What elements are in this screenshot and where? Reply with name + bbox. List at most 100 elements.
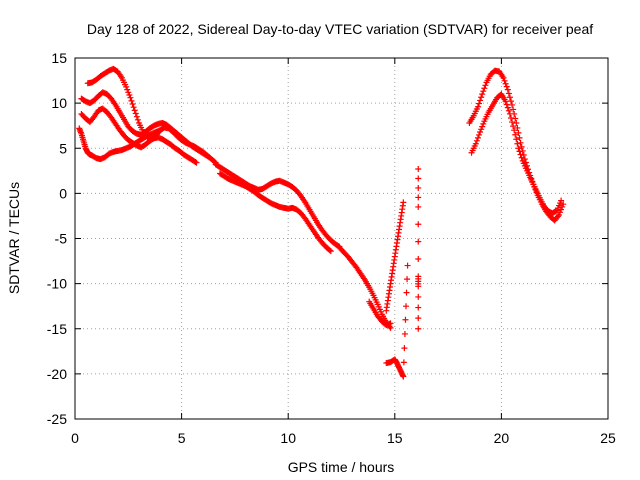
data-point	[522, 165, 529, 172]
data-point	[360, 275, 367, 282]
data-point	[80, 96, 87, 103]
data-point	[170, 127, 177, 134]
x-tick-label: 0	[71, 430, 79, 446]
data-point	[126, 92, 133, 99]
data-point	[161, 137, 168, 144]
data-point	[399, 372, 406, 379]
data-point	[79, 136, 86, 143]
data-point	[295, 208, 302, 215]
data-point	[91, 153, 98, 160]
data-point	[199, 150, 206, 157]
data-point	[325, 235, 332, 242]
data-point	[191, 158, 198, 165]
data-point	[170, 143, 177, 150]
data-point	[504, 86, 511, 93]
data-point	[321, 230, 328, 237]
data-point	[474, 134, 481, 141]
data-point	[389, 270, 396, 277]
data-point	[369, 290, 376, 297]
data-point	[505, 90, 512, 97]
data-point	[124, 86, 131, 93]
data-point	[123, 134, 130, 141]
data-point	[502, 80, 509, 87]
series-track-f-midday-lower	[216, 170, 334, 255]
data-point	[103, 152, 110, 159]
x-tick-label: 20	[494, 430, 510, 446]
data-point	[506, 110, 513, 117]
data-point	[560, 201, 567, 208]
data-point	[476, 131, 483, 138]
data-point	[227, 170, 234, 177]
data-point	[480, 88, 487, 95]
data-point	[325, 246, 332, 253]
data-point	[506, 94, 513, 101]
y-tick-label: 0	[59, 185, 67, 201]
data-point	[518, 154, 525, 161]
x-tick-label: 10	[280, 430, 296, 446]
data-point	[397, 216, 404, 223]
data-point	[138, 136, 145, 143]
data-point	[480, 120, 487, 127]
data-point	[182, 138, 189, 145]
data-point	[178, 149, 185, 156]
data-points	[76, 65, 567, 380]
y-tick-label: 10	[51, 95, 67, 111]
data-point	[404, 276, 411, 283]
data-point	[384, 297, 391, 304]
data-point	[103, 68, 110, 75]
data-point	[305, 220, 312, 227]
data-point	[551, 208, 558, 215]
series-track-b-middle-arc	[78, 89, 213, 161]
data-point	[471, 142, 478, 149]
data-point	[223, 168, 230, 175]
data-point	[131, 129, 138, 136]
data-point	[504, 104, 511, 111]
data-point	[129, 101, 136, 108]
data-point	[309, 226, 316, 233]
data-point	[503, 101, 510, 108]
data-point	[477, 97, 484, 104]
axis-ticks: 0 5 10 15 20 25 -25 -20 -15 -10 -5 0 5 10 15	[47, 50, 616, 446]
data-point	[415, 304, 422, 311]
data-point	[131, 107, 138, 114]
x-tick-label: 5	[178, 430, 186, 446]
data-point	[117, 73, 124, 80]
data-point	[132, 110, 139, 117]
series-track-l-evening-lower	[468, 91, 565, 217]
data-point	[415, 166, 422, 173]
series-track-k-evening-rise	[466, 67, 567, 224]
data-point	[77, 129, 84, 136]
data-point	[144, 127, 151, 134]
data-point	[129, 142, 136, 149]
y-tick-label: -10	[47, 276, 67, 292]
data-point	[165, 123, 172, 130]
data-point	[516, 148, 523, 155]
data-point	[512, 131, 519, 138]
data-point	[515, 129, 522, 136]
series-track-c-lower-arc	[78, 105, 200, 166]
data-point	[182, 152, 189, 159]
data-point	[351, 261, 358, 268]
data-point	[82, 143, 89, 150]
data-point	[478, 126, 485, 133]
data-point	[106, 111, 113, 118]
data-point	[97, 91, 104, 98]
data-point	[415, 325, 422, 332]
data-point	[165, 140, 172, 147]
data-point	[391, 256, 398, 263]
data-point	[499, 73, 506, 80]
data-point	[214, 162, 221, 169]
series-track-i-steep-recovery	[383, 199, 407, 314]
data-point	[301, 197, 308, 204]
data-point	[118, 129, 125, 136]
data-point	[300, 212, 307, 219]
data-point	[178, 134, 185, 141]
data-point	[376, 315, 383, 322]
data-point	[557, 200, 564, 207]
data-point	[248, 187, 255, 194]
data-point	[244, 184, 251, 191]
data-point	[128, 97, 135, 104]
data-point	[531, 183, 538, 190]
data-point	[134, 116, 141, 123]
